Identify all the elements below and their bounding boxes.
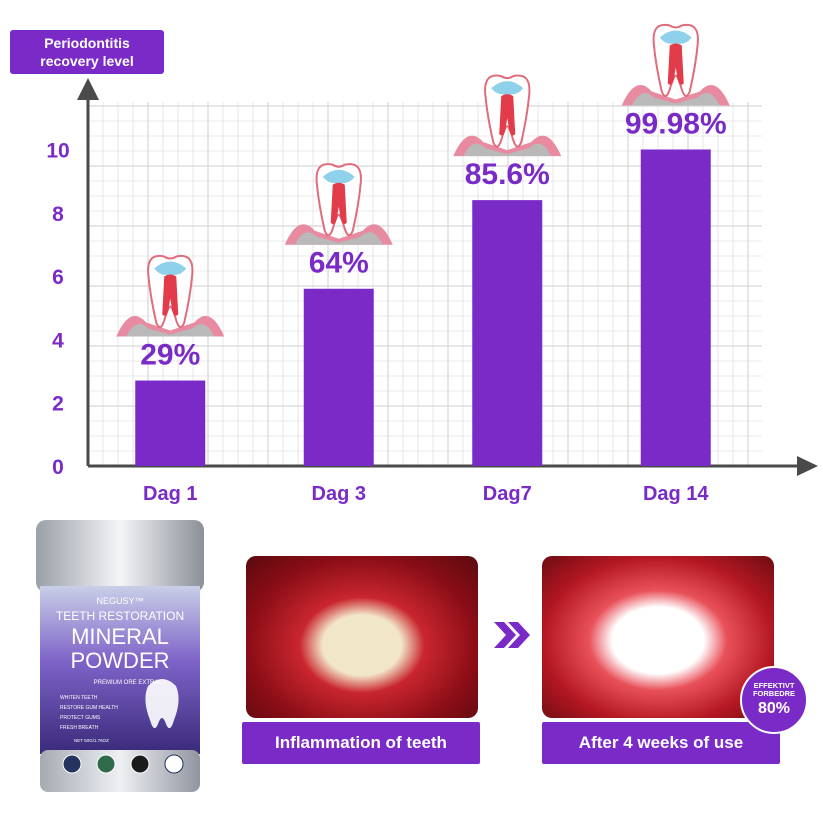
- after-caption: After 4 weeks of use: [542, 722, 780, 764]
- after-photo: [542, 556, 774, 718]
- jar-bullet-2: RESTORE GUM HEALTH: [60, 705, 118, 711]
- bar: [472, 200, 543, 466]
- jar-bullet-3: PROTECT GUMS: [60, 715, 101, 721]
- data-label: 29%: [140, 339, 200, 372]
- tooth-icon: [453, 74, 562, 157]
- jar-bullet-1: WHITEN TEETH: [60, 695, 98, 701]
- tooth-icon: [284, 163, 393, 245]
- cert-badge-1: [62, 754, 82, 774]
- bar: [303, 288, 374, 466]
- before-photo: [246, 556, 478, 718]
- x-tick-label: Dag 1: [143, 483, 197, 505]
- jar-lid: [36, 520, 204, 592]
- double-chevron-right-icon: [494, 622, 530, 648]
- tooth-icon: [145, 679, 179, 729]
- y-tick-label: 0: [52, 456, 64, 479]
- y-tick-label: 6: [52, 266, 64, 289]
- y-tick-label: 4: [52, 329, 64, 352]
- improvement-badge: EFFEKTIVT FORBEDRE 80%: [740, 666, 808, 734]
- y-tick-label: 8: [52, 203, 64, 226]
- before-caption: Inflammation of teeth: [242, 722, 480, 764]
- data-label: 64%: [309, 247, 369, 280]
- data-label: 99.98%: [625, 107, 727, 140]
- cert-badge-3: [130, 754, 150, 774]
- jar-net: NET 50G/1.76OZ: [74, 738, 109, 743]
- jar-body: [40, 586, 200, 754]
- product-section: NEGUSY™ TEETH RESTORATION MINERAL POWDER…: [0, 508, 823, 823]
- data-label: 85.6%: [465, 158, 550, 191]
- badge-line-1: EFFEKTIVT: [753, 681, 795, 690]
- chart-bars: [135, 149, 711, 466]
- y-axis-arrow-icon: [77, 78, 99, 100]
- jar-bullet-4: FRESH BREATH: [60, 725, 99, 731]
- y-tick-label: 10: [46, 139, 69, 162]
- x-tick-label: Dag 14: [643, 483, 709, 505]
- y-tick-label: 2: [52, 393, 64, 416]
- cert-badge-2: [96, 754, 116, 774]
- product-jar: NEGUSY™ TEETH RESTORATION MINERAL POWDER…: [36, 520, 204, 792]
- cert-badge-4: [164, 754, 184, 774]
- tooth-illustrations: [116, 23, 730, 337]
- recovery-chart: 0 2 4 6 8 10 29% Dag 1 64% Dag 3 85.6% Dag7 99.98% Da…: [46, 23, 818, 505]
- badge-value: 80%: [757, 700, 791, 717]
- chart-labels: 0 2 4 6 8 10 29% Dag 1 64% Dag 3 85.6% Dag7 99.98% Da…: [46, 107, 726, 505]
- tooth-icon: [621, 23, 730, 106]
- jar-subtitle: PREMIUM ORE EXTRACT: [94, 680, 167, 686]
- x-tick-label: Dag 3: [312, 483, 366, 505]
- badge-line-2: FORBEDRE: [752, 689, 796, 698]
- tooth-icon: [116, 254, 225, 337]
- jar-line-2: MINERAL: [71, 624, 169, 649]
- bar: [640, 149, 711, 466]
- bar: [135, 380, 206, 466]
- x-tick-label: Dag7: [483, 483, 532, 505]
- y-axis-label-line-2: recovery level: [40, 53, 134, 69]
- jar-line-1: TEETH RESTORATION: [56, 609, 184, 623]
- y-axis-label-line-1: Periodontitis: [44, 35, 130, 51]
- x-axis-arrow-icon: [797, 456, 818, 476]
- y-axis-label: Periodontitis recovery level: [10, 30, 164, 74]
- jar-brand: NEGUSY™: [96, 596, 143, 606]
- jar-line-3: POWDER: [71, 648, 170, 673]
